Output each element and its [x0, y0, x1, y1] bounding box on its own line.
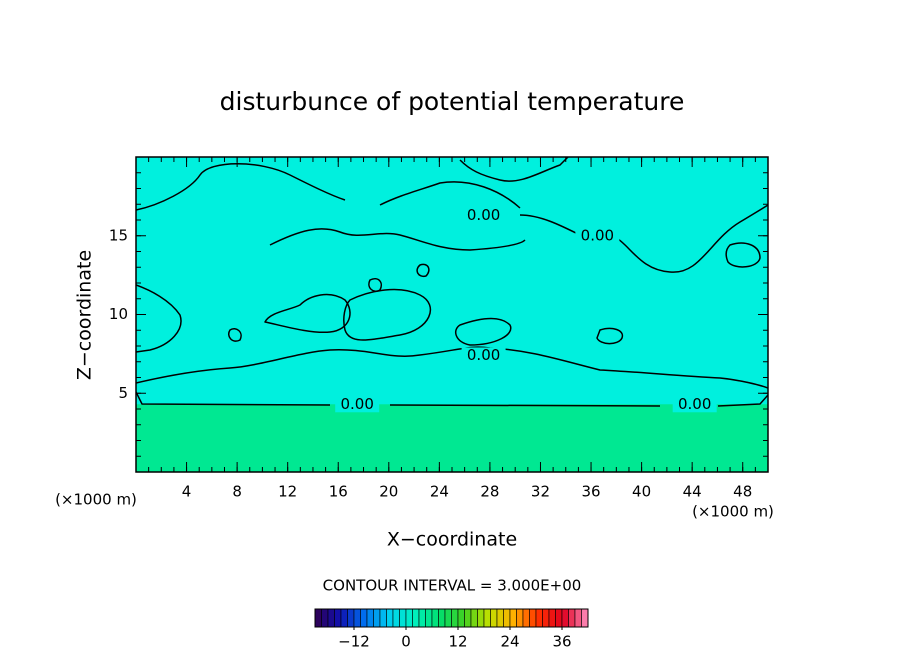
x-tick-label: 24: [430, 483, 449, 501]
x-tick-label: 20: [379, 483, 398, 501]
x-tick-label: 36: [581, 483, 600, 501]
field-lower: [136, 404, 768, 472]
x-tick-label: 4: [182, 483, 192, 501]
contour-line: [269, 228, 526, 251]
colorbar-cell: [405, 608, 413, 628]
colorbar-cell: [509, 608, 517, 628]
colorbar-cell: [431, 608, 439, 628]
contour-label-bg: [461, 207, 506, 224]
colorbar-cell: [314, 608, 322, 628]
colorbar-cell: [483, 608, 491, 628]
colorbar-tick-label: 36: [552, 633, 571, 651]
colorbar-cell: [379, 608, 387, 628]
colorbar-tick-label: −12: [338, 633, 370, 651]
x-unit-left: (×1000 m): [55, 491, 137, 509]
contour-line: [136, 284, 182, 353]
y-tick-label: 15: [109, 226, 128, 244]
colorbar-cell: [366, 608, 374, 628]
y-axis-label: Z−coordinate: [74, 250, 96, 380]
contour-line: [454, 317, 512, 346]
contour-line: [596, 327, 624, 345]
x-axis-label: X−coordinate: [387, 529, 517, 551]
contour-line: [136, 163, 768, 273]
x-unit-right: (×1000 m): [692, 503, 774, 521]
colorbar-cell: [373, 608, 381, 628]
chart-title: disturbunce of potential temperature: [220, 87, 685, 116]
colorbar-cell: [464, 608, 472, 628]
colorbar-cell: [321, 608, 329, 628]
x-tick-label: 40: [632, 483, 651, 501]
contour-line: [343, 288, 432, 341]
colorbar-tick-label: 12: [448, 633, 467, 651]
contour-label: 0.00: [678, 395, 711, 413]
colorbar-cell: [516, 608, 524, 628]
contour-lines: [136, 157, 768, 407]
contour-interval: CONTOUR INTERVAL = 3.000E+00: [323, 577, 582, 595]
colorbar-cell: [542, 608, 550, 628]
contour-label: 0.00: [467, 206, 500, 224]
contour-label-bg: [335, 396, 380, 413]
x-tick-label: 44: [683, 483, 702, 501]
y-tick-label: 5: [118, 384, 128, 402]
colorbar-cell: [353, 608, 361, 628]
colorbar-cell: [457, 608, 465, 628]
colorbar-cell: [386, 608, 394, 628]
contour-label: 0.00: [581, 226, 614, 244]
x-tick-label: 8: [232, 483, 242, 501]
colorbar-cell: [529, 608, 537, 628]
contour-label: 0.00: [340, 395, 373, 413]
contour-line: [725, 242, 761, 268]
contour-line: [459, 157, 569, 182]
field: [136, 157, 768, 472]
colorbar-cell: [444, 608, 452, 628]
colorbar-cell: [535, 608, 543, 628]
contour-label-bg: [575, 227, 620, 244]
colorbar-cell: [496, 608, 504, 628]
colorbar-cell: [477, 608, 485, 628]
colorbar-tick-label: 24: [500, 633, 519, 651]
colorbar-cell: [327, 608, 335, 628]
contour-label-bg: [461, 347, 506, 364]
contour-label: 0.00: [467, 346, 500, 364]
colorbar-cell: [451, 608, 459, 628]
contour-line: [136, 391, 768, 407]
contour-line: [228, 263, 430, 342]
colorbar-cell: [418, 608, 426, 628]
colorbar-cell: [392, 608, 400, 628]
colorbar-cell: [334, 608, 342, 628]
contour-line: [264, 293, 351, 334]
colorbar-cell: [360, 608, 368, 628]
x-tick-label: 12: [278, 483, 297, 501]
colorbar-cell: [438, 608, 446, 628]
colorbar-cell: [548, 608, 556, 628]
colorbar-cell: [503, 608, 511, 628]
x-tick-label: 48: [733, 483, 752, 501]
colorbar-cell: [490, 608, 498, 628]
colorbar-cell: [581, 608, 589, 628]
colorbar-cell: [470, 608, 478, 628]
colorbar-cell: [568, 608, 576, 628]
colorbar-cell: [425, 608, 433, 628]
x-tick-label: 28: [480, 483, 499, 501]
contour-label-bg: [672, 396, 717, 413]
colorbar-tick-label: 0: [401, 633, 411, 651]
colorbar-cell: [399, 608, 407, 628]
colorbar-cell: [574, 608, 582, 628]
colorbar-cell: [555, 608, 563, 628]
colorbar-cell: [340, 608, 348, 628]
colorbar-frame: [314, 608, 589, 628]
y-tick-label: 10: [109, 305, 128, 323]
colorbar-cell: [522, 608, 530, 628]
contour-line: [136, 346, 768, 389]
x-tick-label: 32: [531, 483, 550, 501]
colorbar-cell: [412, 608, 420, 628]
x-tick-label: 16: [329, 483, 348, 501]
colorbar-cell: [347, 608, 355, 628]
colorbar-cell: [561, 608, 569, 628]
